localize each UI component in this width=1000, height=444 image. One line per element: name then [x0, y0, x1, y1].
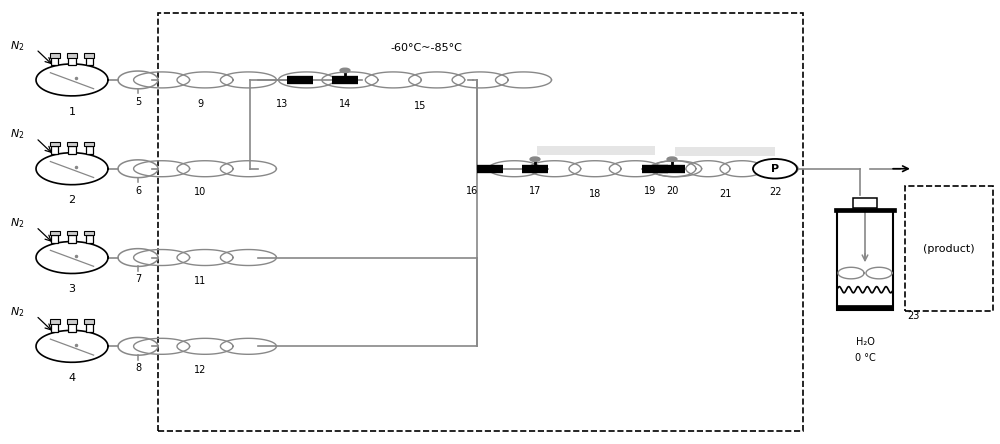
Bar: [68, 234, 76, 243]
Bar: [67, 142, 77, 147]
Bar: [50, 53, 60, 58]
Text: 17: 17: [529, 186, 541, 197]
Text: 19: 19: [644, 186, 656, 197]
Text: N$_2$: N$_2$: [10, 216, 25, 230]
Text: H₂O: H₂O: [856, 337, 874, 348]
Text: 18: 18: [589, 189, 601, 199]
Text: 20: 20: [666, 186, 678, 197]
Bar: [86, 234, 93, 243]
Bar: [834, 208, 896, 212]
Bar: [84, 53, 94, 58]
Text: 7: 7: [135, 274, 141, 285]
Bar: [837, 210, 893, 310]
Text: 4: 4: [68, 373, 76, 383]
Bar: [50, 231, 60, 235]
Text: 13: 13: [276, 99, 288, 109]
Bar: [84, 320, 94, 324]
Text: 3: 3: [68, 284, 76, 294]
Text: 22: 22: [769, 187, 781, 198]
Bar: [86, 323, 93, 332]
Bar: [50, 142, 60, 147]
Bar: [51, 146, 58, 154]
Circle shape: [530, 157, 540, 161]
Text: N$_2$: N$_2$: [10, 39, 25, 53]
Bar: [67, 53, 77, 58]
Bar: [50, 320, 60, 324]
Bar: [67, 320, 77, 324]
Text: 23: 23: [907, 311, 919, 321]
Bar: [68, 57, 76, 65]
Text: 10: 10: [194, 187, 206, 198]
Bar: [84, 231, 94, 235]
Bar: [67, 231, 77, 235]
Bar: [84, 142, 94, 147]
Bar: [86, 146, 93, 154]
Bar: [51, 57, 58, 65]
Circle shape: [753, 159, 797, 178]
Text: 8: 8: [135, 363, 141, 373]
Text: 1: 1: [68, 107, 76, 117]
Text: P: P: [771, 164, 779, 174]
Bar: [837, 305, 893, 310]
Text: 11: 11: [194, 276, 206, 286]
Bar: [853, 198, 877, 208]
Text: 15: 15: [414, 101, 426, 111]
Text: (product): (product): [923, 244, 975, 254]
Bar: [51, 234, 58, 243]
Bar: [905, 186, 993, 311]
Circle shape: [667, 157, 677, 161]
Text: 0 °C: 0 °C: [855, 353, 875, 363]
Text: 16: 16: [466, 186, 478, 197]
Bar: [537, 146, 655, 155]
Bar: [68, 146, 76, 154]
Text: 14: 14: [339, 99, 351, 109]
Bar: [51, 323, 58, 332]
Text: 9: 9: [197, 99, 203, 109]
Text: -60°C~-85°C: -60°C~-85°C: [390, 43, 462, 53]
Bar: [86, 57, 93, 65]
Text: 12: 12: [194, 365, 206, 375]
Bar: [158, 13, 803, 431]
Bar: [675, 147, 775, 156]
Bar: [68, 323, 76, 332]
Text: 2: 2: [68, 195, 76, 206]
Text: N$_2$: N$_2$: [10, 305, 25, 319]
Text: 21: 21: [719, 189, 731, 199]
Text: 6: 6: [135, 186, 141, 196]
Text: N$_2$: N$_2$: [10, 127, 25, 142]
Text: 5: 5: [135, 97, 141, 107]
Circle shape: [340, 68, 350, 72]
